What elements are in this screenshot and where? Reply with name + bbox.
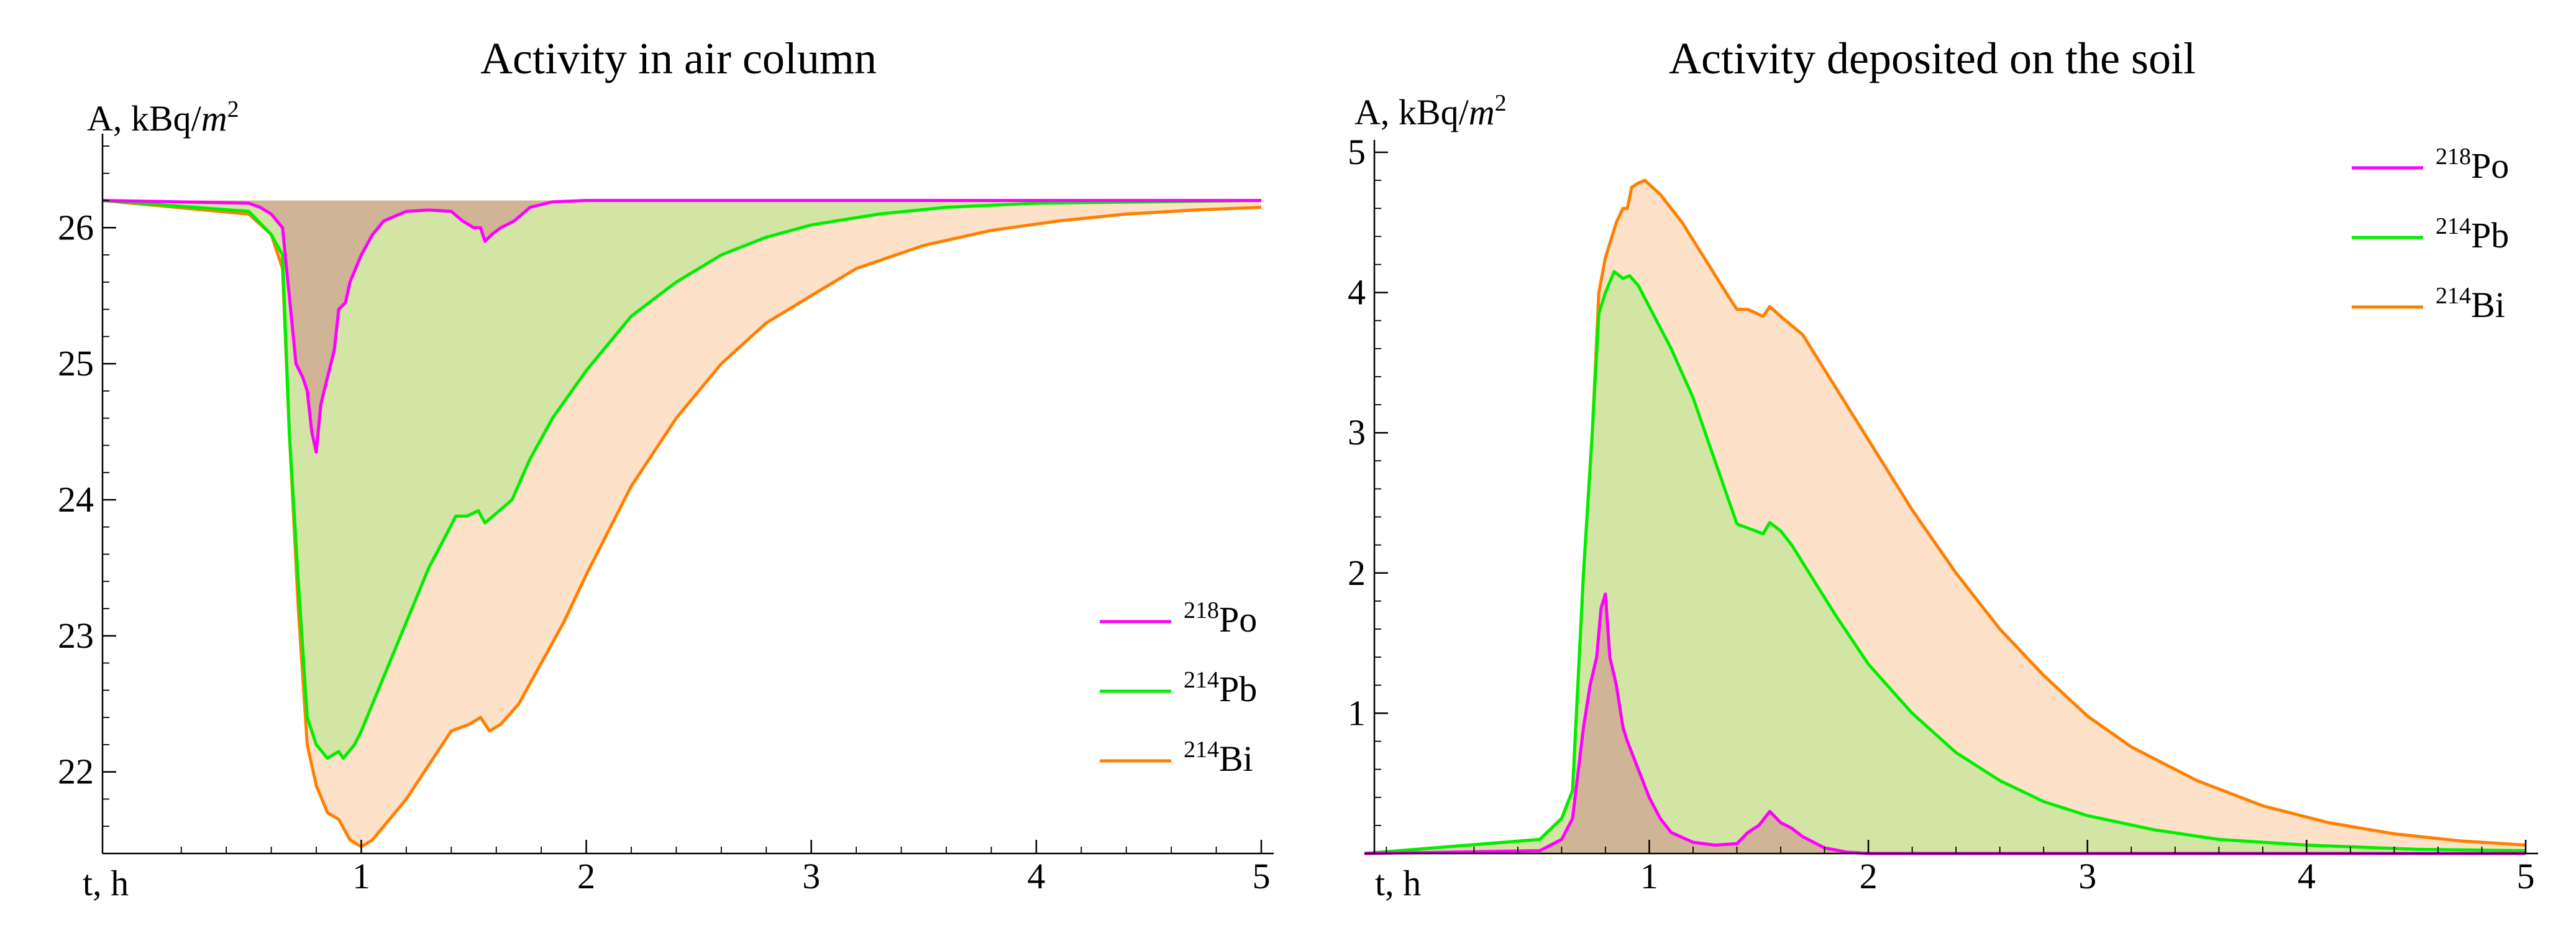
y-tick-label: 25 (58, 343, 94, 384)
chart-title: Activity deposited on the soil (1669, 34, 2196, 83)
area-po (1364, 594, 2526, 853)
series-line-bi (1364, 178, 2526, 855)
x-tick-label: 5 (1253, 856, 1271, 896)
legend-label-bi: 214Bi (2436, 283, 2505, 325)
series-line-po (102, 199, 1261, 454)
x-tick-label: 3 (2078, 856, 2096, 896)
series-line-pb (1364, 270, 2526, 855)
soil-deposit-chart: 1 2 3 4 5 1 2 3 4 5 Activity deposited on the soi… (1348, 34, 2538, 903)
legend: 218Po 214Pb 214Bi (2352, 144, 2509, 325)
area-po (103, 200, 1261, 453)
y-axis-label-unit: m (201, 98, 227, 139)
x-axis-label: t, h (1375, 863, 1421, 903)
y-tick-label: 26 (58, 207, 94, 247)
x-tick-label: 4 (1027, 856, 1045, 896)
x-tick-label: 4 (2298, 856, 2316, 896)
legend-label-po: 218Po (2436, 144, 2509, 186)
legend-label-pb: 214Pb (2436, 213, 2509, 255)
series-line-bi (102, 199, 1262, 849)
y-tick-label: 4 (1348, 272, 1366, 313)
y-tick-label: 1 (1348, 692, 1366, 733)
y-tick-label: 24 (58, 479, 94, 520)
area-pb (103, 200, 1261, 758)
area-pb (1364, 271, 2526, 853)
y-axis-label-prefix: A, kBq/ (1354, 92, 1469, 132)
series-line-po (1364, 592, 2526, 855)
x-tick-label: 1 (352, 856, 370, 896)
x-tick-label: 2 (1860, 856, 1878, 896)
series-line-pb (102, 199, 1262, 760)
area-bi (103, 200, 1261, 847)
y-tick-label: 3 (1348, 412, 1366, 453)
legend-label-po: 218Po (1184, 597, 1257, 640)
legend-label-pb: 214Pb (1184, 667, 1257, 709)
x-tick-label: 5 (2517, 856, 2535, 896)
y-tick-label: 22 (58, 752, 94, 792)
x-axis-label: t, h (83, 863, 129, 903)
y-tick-label: 23 (58, 615, 94, 656)
legend: 218Po 214Pb 214Bi (1100, 597, 1257, 779)
y-tick-label: 2 (1348, 553, 1366, 593)
y-axis-label: A, kBq/m2 (1354, 90, 1507, 132)
x-tick-label: 3 (802, 856, 820, 896)
y-axis-label-prefix: A, kBq/ (87, 98, 202, 139)
y-tick-label: 5 (1348, 132, 1366, 172)
legend-label-bi: 214Bi (1184, 737, 1253, 779)
y-axis-label-exp: 2 (227, 96, 239, 122)
y-axis-label: A, kBq/m2 (87, 96, 239, 139)
y-axis-label-exp: 2 (1495, 90, 1507, 116)
x-tick-label: 1 (1640, 856, 1658, 896)
x-tick-label: 2 (577, 856, 595, 896)
chart-title: Activity in air column (480, 34, 877, 83)
y-axis-label-unit: m (1469, 92, 1495, 132)
